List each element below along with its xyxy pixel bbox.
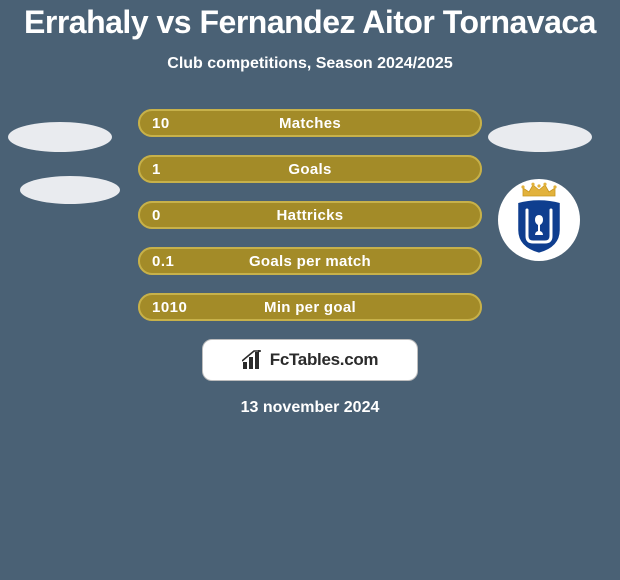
stat-label: Min per goal: [138, 299, 482, 316]
stat-label: Hattricks: [138, 207, 482, 224]
stat-row: 0Hattricks: [0, 201, 620, 229]
fctables-badge[interactable]: FcTables.com: [202, 339, 418, 381]
fctables-label: FcTables.com: [270, 350, 379, 370]
stat-label: Matches: [138, 115, 482, 132]
subtitle: Club competitions, Season 2024/2025: [0, 55, 620, 73]
stat-label: Goals: [138, 161, 482, 178]
stat-bar: 1Goals: [138, 155, 482, 183]
stat-row: 1Goals: [0, 155, 620, 183]
stats-list: 10Matches 1Goals 0Hattricks 0.1Goals per ma…: [0, 109, 620, 321]
bars-icon: [242, 350, 264, 370]
stat-bar: 0.1Goals per match: [138, 247, 482, 275]
page-title: Errahaly vs Fernandez Aitor Tornavaca: [0, 0, 620, 41]
comparison-card: Errahaly vs Fernandez Aitor Tornavaca Cl…: [0, 0, 620, 580]
stat-row: 0.1Goals per match: [0, 247, 620, 275]
stat-row: 1010Min per goal: [0, 293, 620, 321]
stat-label: Goals per match: [138, 253, 482, 270]
stat-bar: 1010Min per goal: [138, 293, 482, 321]
stat-row: 10Matches: [0, 109, 620, 137]
date-label: 13 november 2024: [0, 399, 620, 417]
stat-bar: 10Matches: [138, 109, 482, 137]
stat-bar: 0Hattricks: [138, 201, 482, 229]
